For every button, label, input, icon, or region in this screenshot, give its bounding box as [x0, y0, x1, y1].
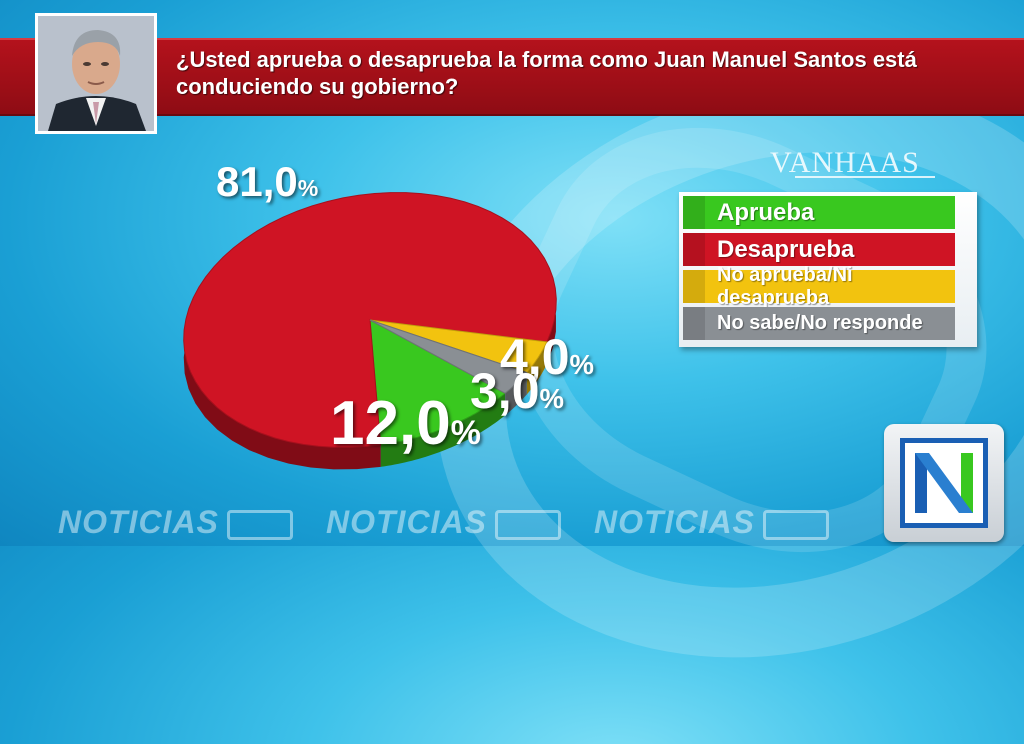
legend-item-no-aprueba-ni-desaprueba: No aprueba/Ni desaprueba	[683, 264, 955, 309]
legend-swatch-no-aprueba	[683, 270, 705, 303]
legend-item-aprueba: Aprueba	[683, 196, 955, 229]
legend-label-no-sabe: No sabe/No responde	[717, 312, 923, 334]
pie-slice-no-sabe-side	[505, 372, 527, 416]
data-label-no-aprueba-ni-desaprueba: 4,0%	[500, 329, 594, 385]
channel-watermark-2: NOTICIAS	[326, 504, 561, 541]
data-label-desaprueba: 81,0%	[216, 158, 319, 205]
legend-item-desaprueba: Desaprueba	[683, 233, 955, 266]
pollster-logo-underline	[795, 176, 935, 178]
pie-slice-no-aprueba-ni-desaprueba-side	[526, 341, 547, 395]
legend-item-no-sabe: No sabe/No responde	[683, 307, 955, 340]
channel-watermark-3: NOTICIAS	[594, 504, 829, 541]
pie-slice-aprueba-side	[380, 393, 506, 467]
pie-slice-no-sabe	[369, 319, 528, 394]
legend-swatch-desaprueba	[683, 233, 705, 266]
person-photo	[35, 13, 157, 134]
channel-logo	[884, 424, 1004, 542]
title-bar	[0, 38, 1024, 116]
question-title: ¿Usted aprueba o desaprueba la forma com…	[176, 47, 917, 99]
pie-slice-no-aprueba-ni-desaprueba	[369, 319, 548, 374]
channel-logo-frame	[900, 438, 988, 528]
legend-label-no-aprueba-ni-desaprueba: No aprueba/Ni desaprueba	[717, 263, 853, 309]
channel-watermark-1: NOTICIAS	[58, 504, 293, 541]
channel-watermark-strip: NOTICIAS NOTICIAS NOTICIAS	[0, 500, 880, 546]
data-label-no-sabe: 3,0%	[470, 363, 564, 419]
pie-chart	[183, 192, 557, 470]
legend-swatch-no-sabe	[683, 307, 705, 340]
data-label-aprueba: 12,0%	[330, 389, 481, 458]
legend-swatch-aprueba	[683, 196, 705, 229]
pollster-logo: VANHAAS	[770, 146, 920, 179]
chart-legend: Aprueba Desaprueba No aprueba/Ni desapru…	[679, 192, 977, 347]
channel-logo-n-icon	[915, 453, 973, 513]
portrait-illustration	[38, 16, 154, 131]
legend-label-aprueba: Aprueba	[717, 198, 815, 226]
pie-slice-aprueba	[369, 319, 506, 446]
legend-label-desaprueba: Desaprueba	[717, 235, 855, 263]
